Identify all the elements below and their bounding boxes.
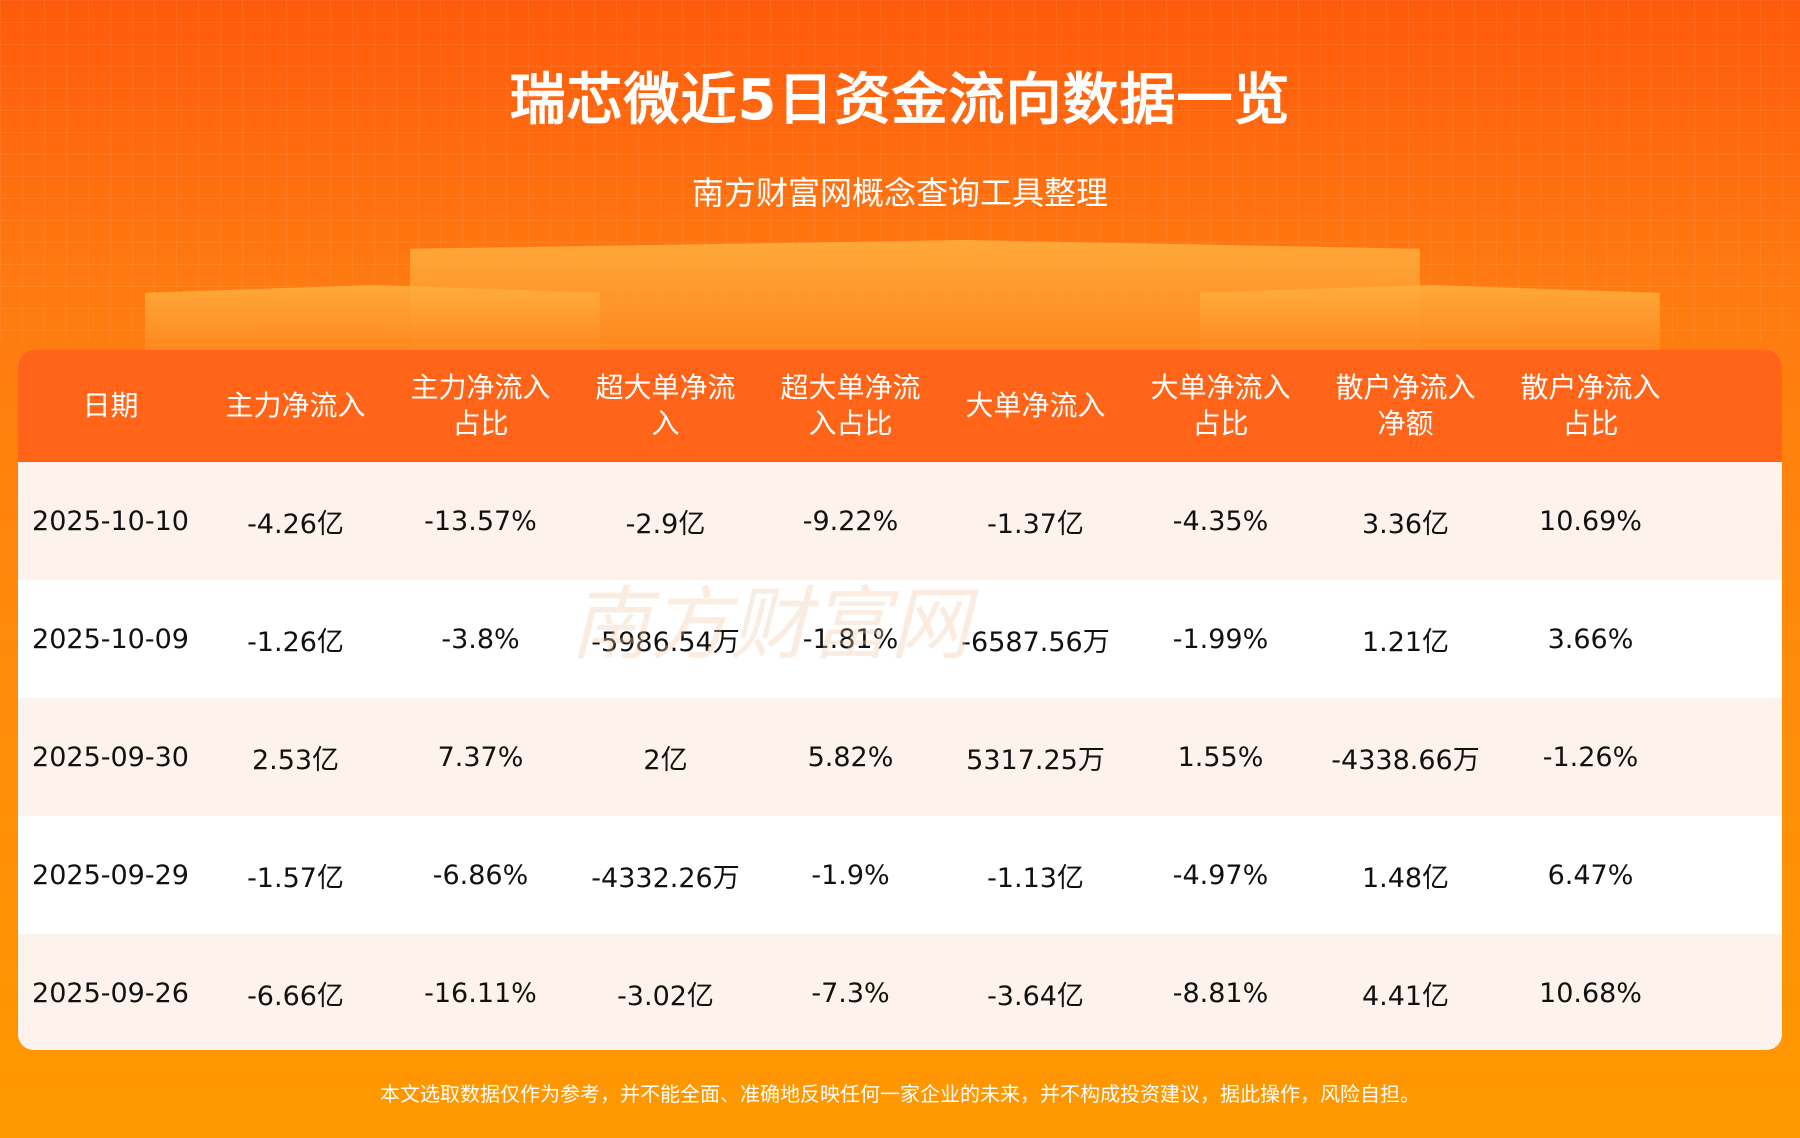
column-header: 超大单净流入	[595, 371, 736, 440]
table-cell: -5986.54万	[591, 626, 740, 658]
table-row: 2025-10-09 -1.26亿 -3.8% -5986.54万 -1.81% -658…	[18, 580, 1782, 698]
table-cell: -16.11%	[424, 977, 537, 1009]
column-header: 散户净流入占比	[1520, 371, 1661, 440]
page-subtitle: 南方财富网概念查询工具整理	[691, 174, 1108, 212]
table-cell: 2025-10-10	[32, 505, 189, 537]
table-cell: 4.41亿	[1361, 980, 1450, 1012]
table-cell: 2025-10-09	[32, 623, 189, 655]
table-row: 2025-09-30 2.53亿 7.37% 2亿 5.82% 5317.25万 1.55%…	[18, 698, 1782, 816]
decor-block	[1200, 285, 1660, 350]
table-cell: 3.66%	[1547, 623, 1634, 655]
table-cell: -6.66亿	[247, 980, 344, 1012]
table-cell: 2025-09-30	[32, 741, 189, 773]
table-cell: -1.9%	[811, 859, 890, 891]
data-table: 日期 主力净流入 主力净流入占比 超大单净流入 超大单净流入占比 大单净流入 大单净流入占比…	[18, 350, 1782, 1050]
table-cell: 10.69%	[1539, 505, 1642, 537]
table-cell: 1.48亿	[1361, 862, 1450, 894]
table-cell: -1.99%	[1172, 623, 1269, 655]
table-row: 2025-10-10 -4.26亿 -13.57% -2.9亿 -9.22% -1.37亿…	[18, 462, 1782, 580]
table-cell: 5.82%	[807, 741, 894, 773]
table-cell: -4.35%	[1172, 505, 1269, 537]
table-header: 日期 主力净流入 主力净流入占比 超大单净流入 超大单净流入占比 大单净流入 大单净流入占比…	[18, 350, 1782, 462]
table-cell: -3.8%	[441, 623, 520, 655]
table-cell: -6587.56万	[961, 626, 1110, 658]
table-cell: -4338.66万	[1331, 744, 1480, 776]
table-cell: -4332.26万	[591, 862, 740, 894]
table-cell: -8.81%	[1172, 977, 1269, 1009]
column-header: 散户净流入净额	[1335, 371, 1476, 440]
table-cell: 2025-09-29	[32, 859, 189, 891]
column-header: 超大单净流入占比	[780, 371, 921, 440]
decor-block	[145, 285, 600, 350]
column-header: 主力净流入占比	[410, 371, 551, 440]
table-cell: -4.97%	[1172, 859, 1269, 891]
table-cell: 10.68%	[1539, 977, 1642, 1009]
table-cell: -9.22%	[802, 505, 899, 537]
table-cell: -4.26亿	[247, 508, 344, 540]
table-cell: 2亿	[643, 744, 688, 776]
table-cell: 6.47%	[1547, 859, 1634, 891]
table-cell: -13.57%	[424, 505, 537, 537]
table-cell: -7.3%	[811, 977, 890, 1009]
page-title: 瑞芯微近5日资金流向数据一览	[509, 68, 1291, 133]
table-row: 2025-09-29 -1.57亿 -6.86% -4332.26万 -1.9% -1.1…	[18, 816, 1782, 934]
column-header: 日期	[82, 389, 139, 422]
table-cell: 2025-09-26	[32, 977, 189, 1009]
table-cell: -1.13亿	[987, 862, 1084, 894]
disclaimer: 本文选取数据仅作为参考，并不能全面、准确地反映任何一家企业的未来，并不构成投资建…	[380, 1082, 1420, 1106]
table-cell: -1.57亿	[247, 862, 344, 894]
table-cell: 5317.25万	[966, 744, 1105, 776]
column-header: 主力净流入	[225, 389, 366, 422]
table-cell: 1.21亿	[1361, 626, 1450, 658]
table-cell: 3.36亿	[1361, 508, 1450, 540]
table-row: 2025-09-26 -6.66亿 -16.11% -3.02亿 -7.3% -3.64亿…	[18, 934, 1782, 1050]
table-cell: -1.26%	[1542, 741, 1639, 773]
table-cell: -1.37亿	[987, 508, 1084, 540]
table-cell: -2.9亿	[625, 508, 706, 540]
table-cell: -1.81%	[802, 623, 899, 655]
column-header: 大单净流入占比	[1150, 371, 1291, 440]
table-cell: -1.26亿	[247, 626, 344, 658]
table-cell: 2.53亿	[251, 744, 340, 776]
table-cell: -3.02亿	[617, 980, 714, 1012]
table-cell: 1.55%	[1177, 741, 1264, 773]
table-cell: 7.37%	[437, 741, 524, 773]
table-cell: -6.86%	[432, 859, 529, 891]
column-header: 大单净流入	[965, 389, 1106, 422]
table-cell: -3.64亿	[987, 980, 1084, 1012]
